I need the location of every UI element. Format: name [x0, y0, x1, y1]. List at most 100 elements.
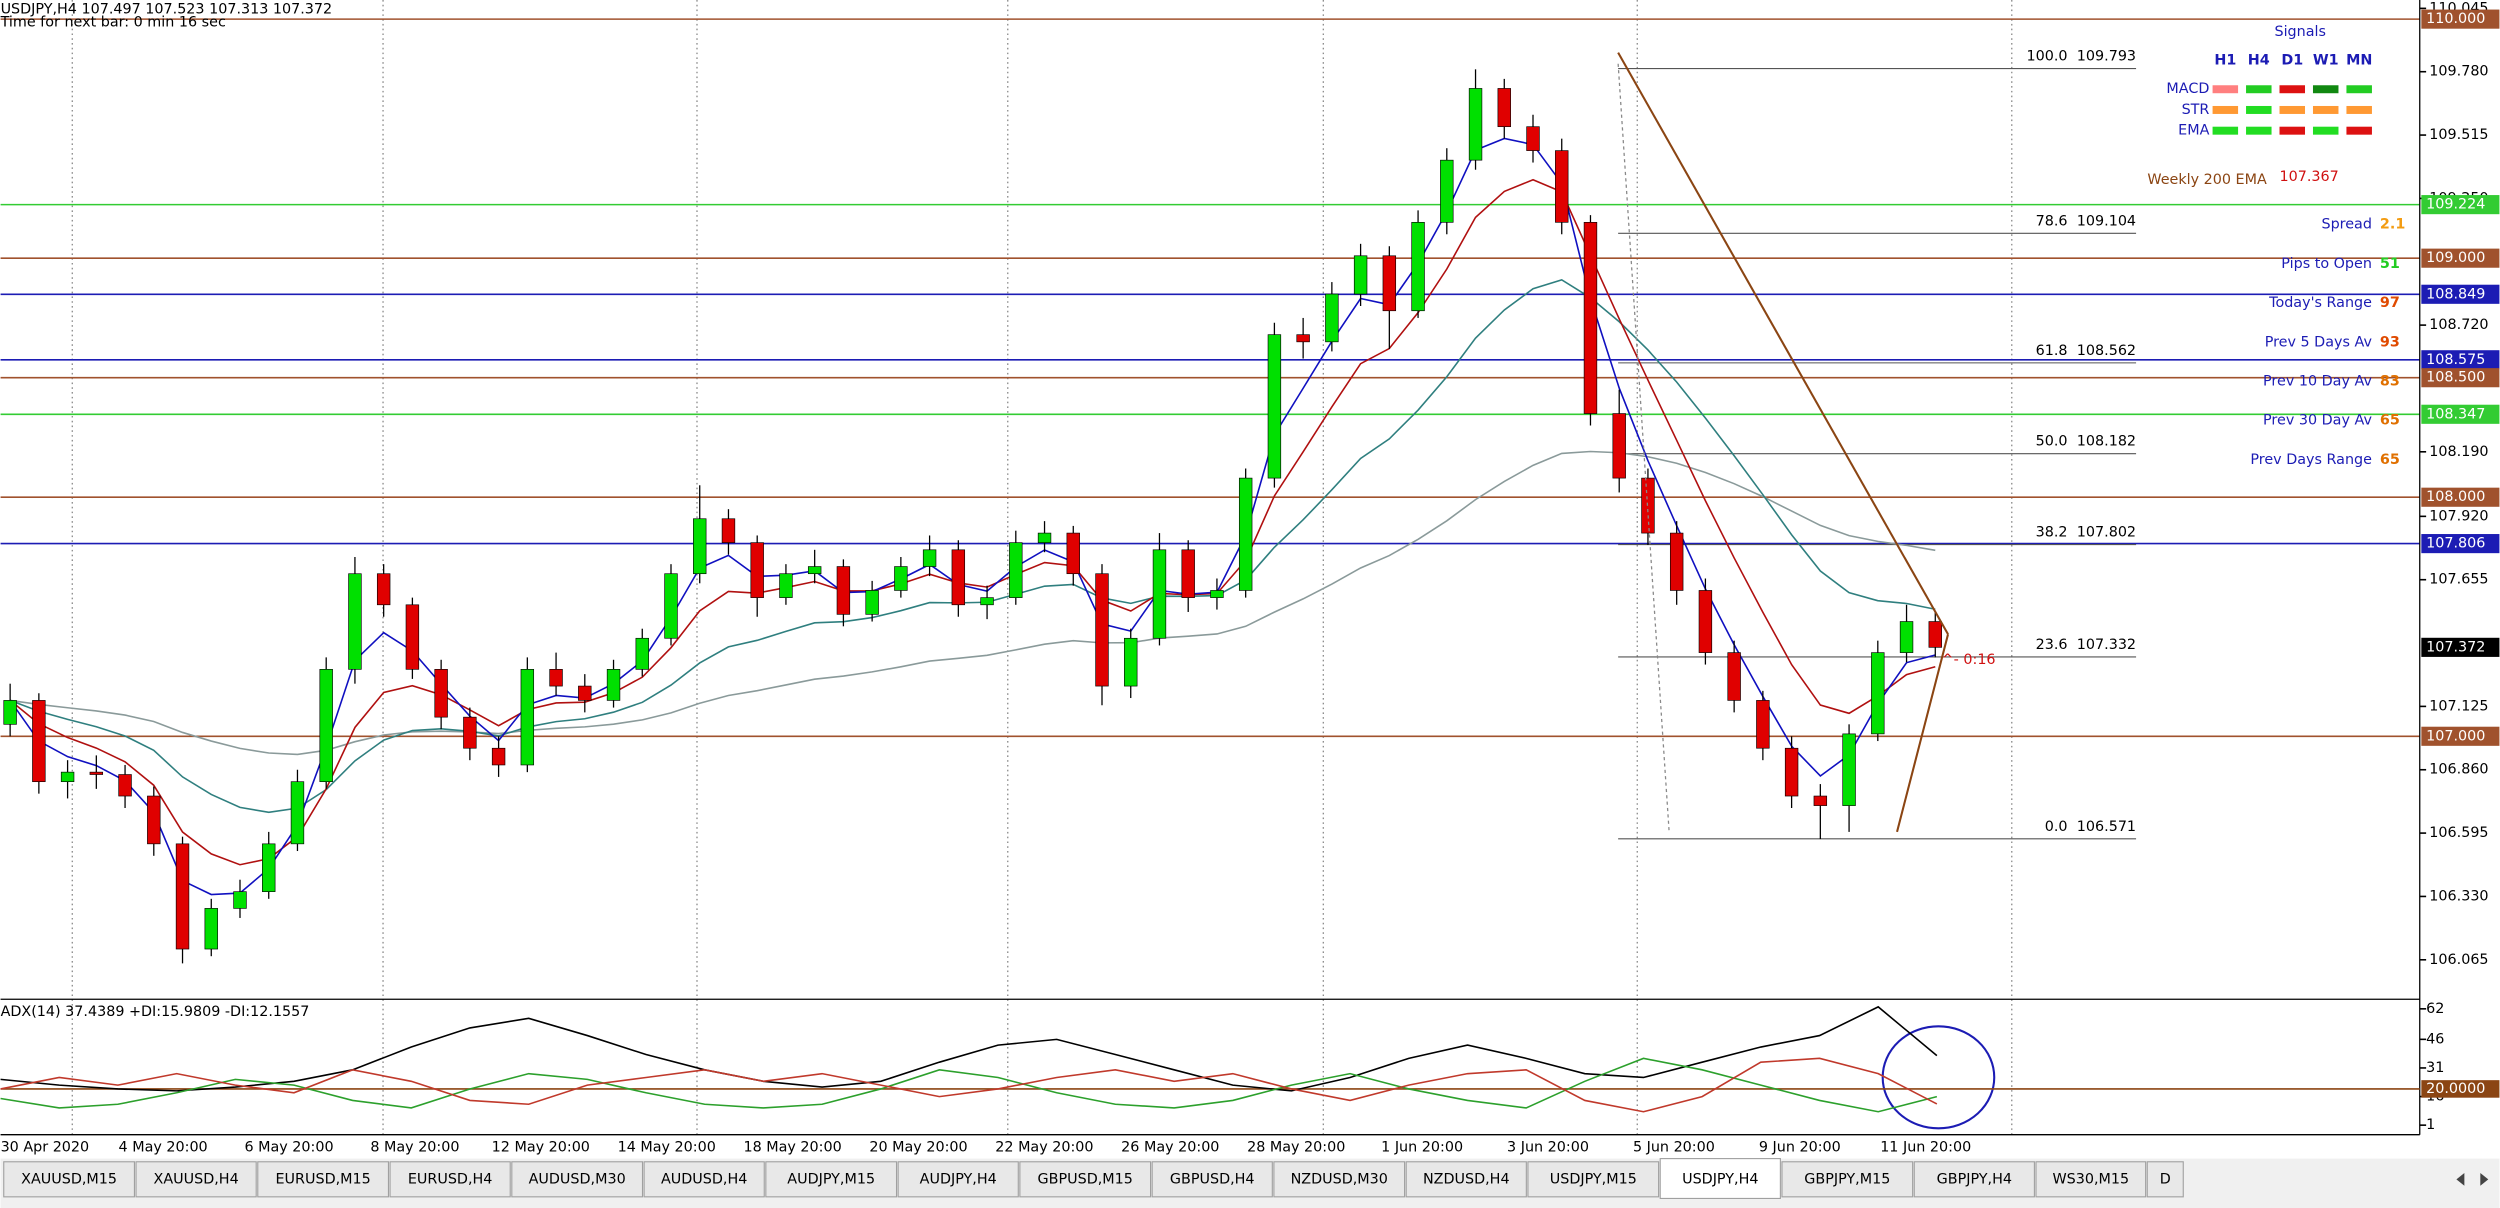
adx-tick-label: 62 [2426, 1001, 2444, 1017]
candle-body [32, 700, 46, 783]
price-level-label: 108.849 [2426, 286, 2485, 302]
tab[interactable] [1151, 1161, 1273, 1198]
candle-body [1842, 733, 1856, 806]
signal-cell [2246, 105, 2272, 114]
candle-body [1669, 532, 1684, 591]
candle-body [1411, 221, 1425, 312]
signal-cell [2346, 126, 2372, 135]
candle-body [779, 573, 793, 598]
candle-body [1727, 652, 1741, 701]
candle-body [405, 604, 420, 670]
candle-body [60, 771, 75, 783]
tab-label[interactable]: NZDUSD,H4 [1423, 1171, 1510, 1187]
tab[interactable] [2035, 1161, 2147, 1198]
x-tick-label: 5 Jun 20:00 [1633, 1139, 1715, 1155]
candle-body [1899, 621, 1914, 653]
tab[interactable] [135, 1161, 257, 1198]
y-tick-label: 108.190 [2429, 444, 2488, 460]
signals-title: Signals [2274, 24, 2325, 40]
tab[interactable] [765, 1161, 898, 1198]
fib-price: 109.104 [2077, 213, 2136, 229]
tab[interactable] [1019, 1161, 1152, 1198]
candle-body [1296, 334, 1310, 343]
tab-label[interactable]: GBPJPY,M15 [1804, 1171, 1890, 1187]
tab[interactable] [1659, 1158, 1781, 1199]
price-level-label: 108.000 [2426, 489, 2485, 505]
tab-label[interactable]: XAUUSD,M15 [21, 1171, 117, 1187]
tab[interactable] [1527, 1161, 1660, 1198]
x-tick-label: 8 May 20:00 [370, 1139, 459, 1155]
fib-price: 108.182 [2077, 434, 2136, 450]
signal-column: W1 [2313, 53, 2339, 69]
price-level-box [2421, 404, 2500, 424]
tab[interactable] [643, 1161, 765, 1198]
levels [0, 18, 2420, 738]
price-level-box [2421, 350, 2500, 370]
stat-value: 65 [2380, 413, 2400, 429]
stat-label: Spread [2321, 217, 2371, 233]
signal-row-label: STR [2182, 102, 2210, 118]
tab-label[interactable]: GBPUSD,H4 [1170, 1171, 1255, 1187]
x-tick-label: 12 May 20:00 [492, 1139, 590, 1155]
candle-body [693, 518, 707, 575]
x-tick-label: 14 May 20:00 [618, 1139, 716, 1155]
x-tick-label: 22 May 20:00 [995, 1139, 1093, 1155]
signal-cell [2312, 85, 2339, 94]
candle-body [434, 669, 448, 718]
stat-value: 51 [2380, 256, 2400, 272]
price-level-label: 107.806 [2426, 536, 2485, 552]
fib-price: 107.332 [2077, 637, 2136, 653]
tab[interactable] [1273, 1161, 1406, 1198]
tab[interactable] [897, 1161, 1019, 1198]
price-level-label: 109.224 [2426, 197, 2485, 213]
tab-label[interactable]: AUDJPY,M15 [787, 1171, 875, 1187]
tab-label[interactable]: XAUUSD,H4 [154, 1171, 239, 1187]
candle-body [376, 573, 391, 606]
adx-title: ADX(14) 37.4389 +DI:15.9809 -DI:12.1557 [1, 1004, 310, 1020]
tab-scroll-left[interactable] [2456, 1172, 2465, 1186]
candle-body [147, 795, 161, 845]
tab[interactable] [2146, 1161, 2184, 1198]
tab-scroll[interactable] [2446, 1161, 2500, 1197]
tab-label[interactable]: USDJPY,H4 [1682, 1171, 1758, 1187]
adx-line [0, 1057, 1938, 1113]
candle-body [750, 542, 764, 598]
fib-pct: 38.2 [2036, 525, 2068, 541]
tab[interactable] [511, 1161, 644, 1198]
current-price-box [2421, 637, 2500, 657]
tab[interactable] [257, 1161, 390, 1198]
tab[interactable] [389, 1161, 511, 1198]
price-level-box [2421, 487, 2500, 507]
tab-label[interactable]: USDJPY,M15 [1550, 1171, 1637, 1187]
adx-line [0, 1057, 1938, 1113]
tab[interactable] [1781, 1161, 1914, 1198]
candle-body [262, 843, 276, 892]
adx-tick-label: 31 [2426, 1060, 2444, 1076]
signal-cell [2246, 85, 2272, 94]
tab-label[interactable]: GBPJPY,H4 [1937, 1171, 2012, 1187]
candle-body [1468, 88, 1483, 161]
candle-body [1583, 221, 1598, 414]
tab[interactable] [3, 1161, 135, 1198]
candle-body [1066, 532, 1080, 575]
stat-label: Prev 10 Day Av [2263, 374, 2372, 390]
x-tick-label: 11 Jun 20:00 [1880, 1139, 1971, 1155]
tab-scroll-right[interactable] [2480, 1172, 2489, 1186]
tab-label[interactable]: WS30,M15 [2052, 1171, 2129, 1187]
stat-value: 93 [2380, 334, 2400, 350]
tab[interactable] [1405, 1161, 1527, 1198]
tab-label[interactable]: EURUSD,H4 [408, 1171, 493, 1187]
fib-pct: 50.0 [2036, 434, 2068, 450]
tab-label[interactable]: AUDUSD,H4 [661, 1171, 747, 1187]
tab-label[interactable]: GBPUSD,M15 [1038, 1171, 1133, 1187]
tab-label[interactable]: EURUSD,M15 [275, 1171, 370, 1187]
signal-column: MN [2346, 53, 2372, 69]
candle-body [922, 549, 937, 567]
tab[interactable] [1913, 1161, 2035, 1198]
candle-body [3, 700, 17, 725]
signal-cell [2212, 85, 2239, 94]
tab-label[interactable]: AUDJPY,H4 [920, 1171, 997, 1187]
tab-label[interactable]: D [2160, 1171, 2171, 1187]
tab-label[interactable]: AUDUSD,M30 [529, 1171, 626, 1187]
tab-label[interactable]: NZDUSD,M30 [1291, 1171, 1388, 1187]
